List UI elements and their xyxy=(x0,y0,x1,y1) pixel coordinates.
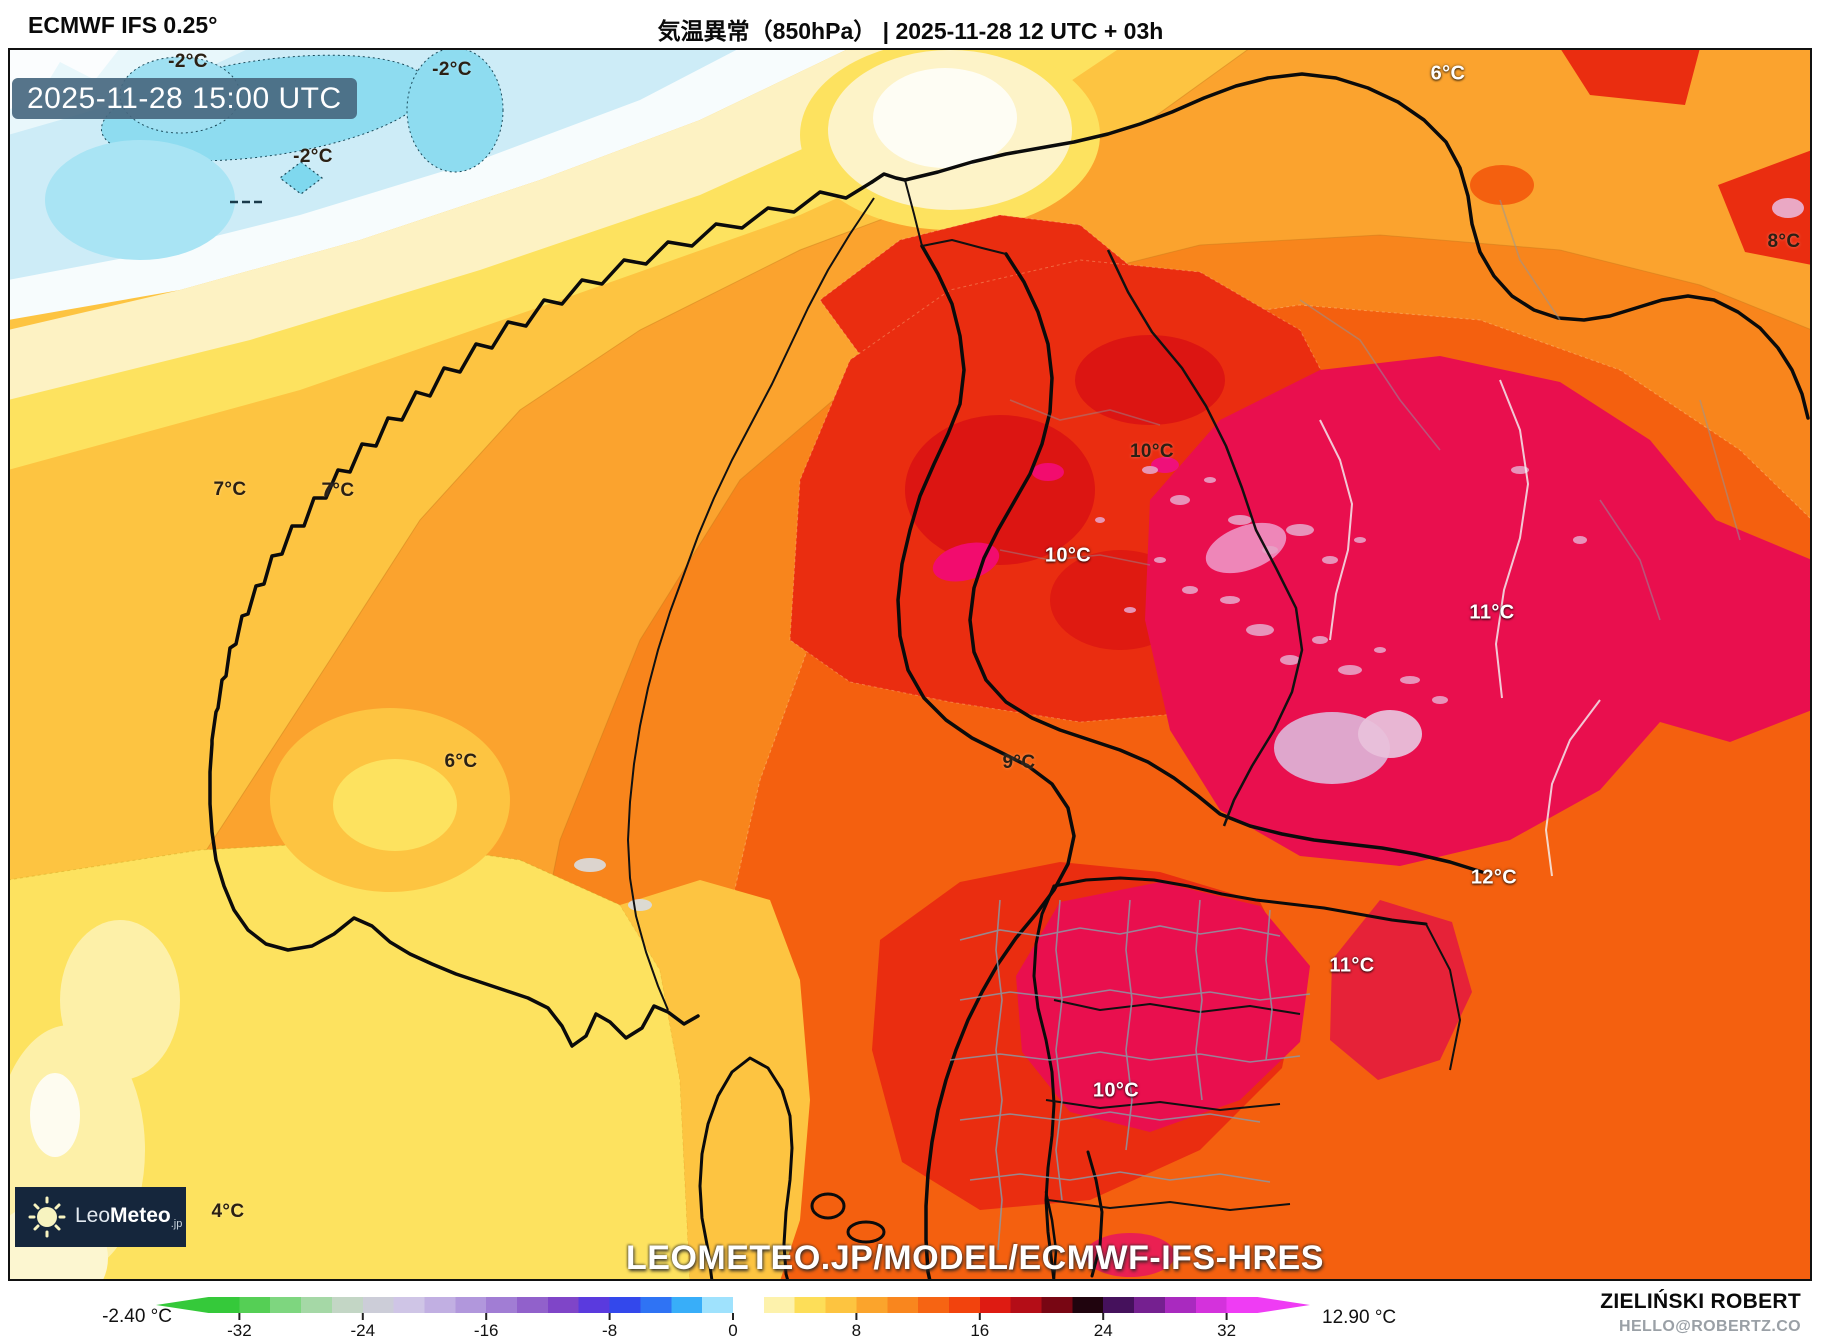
anomaly-field xyxy=(8,48,1812,1281)
finland-west-coast xyxy=(968,252,1484,874)
timestamp-overlay: 2025-11-28 15:00 UTC xyxy=(12,78,357,119)
leometeo-logo: LeoMeteo.jp xyxy=(15,1187,186,1247)
lake-speckles xyxy=(574,466,1587,911)
estonia-latvia-border xyxy=(1053,999,1301,1015)
admin-borders xyxy=(949,199,1741,1251)
gotland-island xyxy=(1086,1150,1104,1278)
oland-island xyxy=(1044,1190,1058,1280)
colorbar-right-arrow xyxy=(1257,1297,1310,1313)
danish-island xyxy=(846,1220,886,1244)
sun-icon xyxy=(28,1196,66,1238)
model-name: ECMWF IFS 0.25° xyxy=(28,12,218,38)
logo-text: LeoMeteo.jp xyxy=(75,1204,182,1230)
temperature-anomaly-map xyxy=(8,48,1812,1281)
kola-white-sea-coast xyxy=(903,72,1810,420)
credit-name: ZIELIŃSKI ROBERT xyxy=(1600,1290,1801,1313)
norway-finland-border xyxy=(904,179,1007,255)
colorbar-tick-label: 0 xyxy=(728,1321,737,1338)
colorbar-left-arrow xyxy=(156,1297,209,1313)
latvia-lithuania-border xyxy=(1045,1099,1281,1111)
colorbar-min-label: -2.40 °C xyxy=(102,1306,172,1327)
colorbar-max-label: 12.90 °C xyxy=(1322,1307,1397,1328)
sweden-east-coast xyxy=(896,244,1076,1281)
rivers xyxy=(1319,379,1601,877)
colorbar-tick-label: -16 xyxy=(474,1321,499,1338)
map-canvas xyxy=(8,48,1812,1281)
colorbar-tick-label: -24 xyxy=(351,1321,376,1338)
credit-email: HELLO@ROBERTZ.CO xyxy=(1619,1318,1801,1335)
norway-coast xyxy=(208,180,874,1048)
colorbar-tick-label: -32 xyxy=(227,1321,252,1338)
colorbar: -32 -24 -16 -8 0 8 16 24 32 xyxy=(156,1297,1310,1338)
logo-jp: .jp xyxy=(170,1218,183,1231)
logo-leo: Leo xyxy=(75,1203,111,1227)
danish-island xyxy=(810,1192,846,1220)
baltic-east-coast xyxy=(1032,884,1056,1281)
finland-russia-border xyxy=(1106,249,1304,827)
lithuania-border xyxy=(1047,1199,1291,1211)
north-cape-coast xyxy=(870,172,907,184)
denmark-coast xyxy=(698,1056,794,1281)
estonia-russia-border xyxy=(1425,923,1461,1071)
coastlines xyxy=(208,72,1810,1281)
colorbar-gradient xyxy=(208,1297,1258,1313)
colorbar-tick-label: 24 xyxy=(1094,1321,1113,1338)
watermark: LEOMETEO.JP/MODEL/ECMWF-IFS-HRES xyxy=(626,1239,1324,1277)
colorbar-tick-label: 16 xyxy=(970,1321,989,1338)
estonia-north-coast xyxy=(1052,876,1428,926)
norway-sweden-border xyxy=(627,197,875,1011)
logo-meteo: Meteo xyxy=(110,1203,171,1227)
colorbar-tick-label: 32 xyxy=(1217,1321,1236,1338)
colorbar-ticks: -32 -24 -16 -8 0 8 16 24 32 xyxy=(227,1313,1236,1338)
page-title: 気温異常（850hPa） | 2025-11-28 12 UTC + 03h xyxy=(657,18,1164,44)
colorbar-tick-label: 8 xyxy=(852,1321,861,1338)
national-borders xyxy=(627,179,1461,1211)
colorbar-tick-label: -8 xyxy=(602,1321,617,1338)
map-border xyxy=(8,48,1812,1281)
